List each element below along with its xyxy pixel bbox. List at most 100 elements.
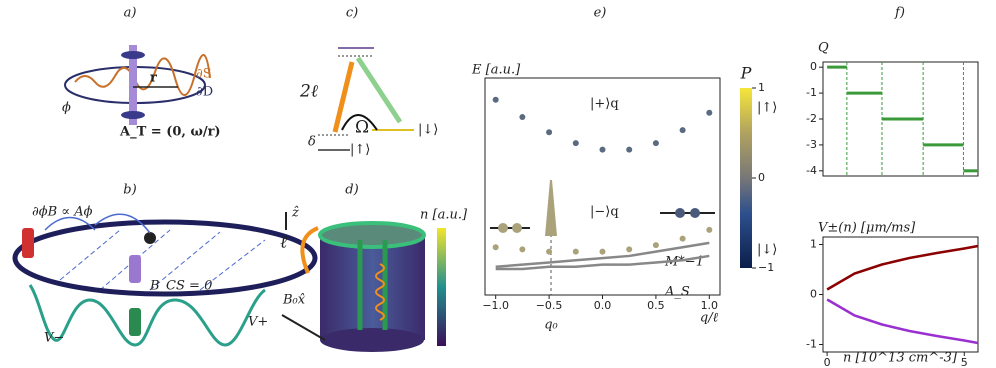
panel-e: e) E [a.u.] q/ℓ |+⟩q |−⟩q M*−1 A_S q₀ P … [471,6,777,333]
arrows [490,212,715,229]
label: V+ [248,315,268,330]
label: V− [44,331,64,346]
x-axis-label: q/ℓ [700,311,719,326]
tube [22,228,34,258]
x-tick-label: 5 [961,356,968,368]
label: B₀x̂ [282,293,306,308]
data-point [626,146,633,153]
tube [129,255,141,283]
arrows [44,213,151,234]
x-axis-label: n [10^13 cm^-3] [843,351,958,366]
data-point [679,127,686,134]
atom [675,208,685,218]
data-point [679,235,686,242]
ring [12,219,318,297]
y-tick-label: 0 [810,288,817,301]
y-tick-label: 1 [810,238,817,251]
colorbar-label: |↓⟩ [757,243,777,258]
x-tick-label: 0 [824,356,831,368]
label: ℓ [280,233,287,253]
data-point [652,140,659,147]
label: |↑⟩ [350,143,370,158]
cylinder-bottom [320,328,424,352]
panel-label: d) [345,183,358,198]
peak [545,180,557,236]
data-point [546,129,553,136]
arrow [281,314,326,341]
y-tick-label: -4 [806,164,817,177]
data-point [572,140,579,147]
label: ∂S [196,67,212,82]
panel-d: d) ẑ ℓ B₀x̂ n [a.u.] [280,183,468,352]
particle [144,232,156,244]
colorbar-tick-label: −1 [758,261,774,274]
panel-label: a) [124,6,137,21]
flux-tube [129,45,137,125]
spring [375,263,385,321]
data-line [826,244,979,291]
annotation: A_S [664,285,690,300]
colorbar-tick-label: 1 [758,81,765,94]
label: A_T = (0, ω/r) [119,125,221,140]
colorbar-tick-label: 0 [758,171,765,184]
annotation: |−⟩q [590,205,619,220]
x-tick-label: −0.5 [536,299,563,312]
label: n [a.u.] [420,208,468,223]
axis-title: V±(n) [μm/ms] [818,221,916,236]
data-line [826,298,979,345]
data-point [519,114,526,121]
panel-label: c) [346,6,358,21]
arrow [341,114,378,131]
cylinder-top [318,221,426,249]
annotation: |+⟩q [590,97,619,112]
panel-label: b) [123,183,136,198]
panel-label: f) [894,6,905,21]
data-point [572,248,579,255]
arrow [300,226,319,274]
panel-c: c) 2ℓ Ω |↓⟩ |↑⟩ δ [299,6,438,158]
panel-b: b) ∂ϕB ∝ Aϕ B_CS = 0 V− V+ [12,183,318,347]
label: ∂ϕB ∝ Aϕ [32,205,93,220]
arrows [357,240,388,330]
label: δ [308,135,316,150]
label: Ω [355,118,369,138]
data-point [706,226,713,233]
axis-title: Q [818,41,829,56]
y-tick-label: -3 [806,138,817,151]
y-tick-label: -2 [806,112,817,125]
label: 2ℓ [299,82,318,102]
data-point [706,109,713,116]
data-point [519,246,526,253]
arrow [355,56,403,124]
data-point [546,248,553,255]
potential [28,284,266,347]
colorbar-label: |↑⟩ [757,101,777,116]
y-tick-label: 0 [810,60,817,73]
x-tick-label: 0.5 [647,299,665,312]
wiggle [74,54,211,96]
disc [121,111,145,119]
plot-frame [822,236,979,353]
atom [512,223,522,233]
panel-f: f) Q V±(n) [μm/ms] n [10^13 cm^-3] [818,6,958,366]
atom [690,208,700,218]
atom [498,223,508,233]
y-tick-label: -1 [806,338,817,351]
y-tick-label: -1 [806,86,817,99]
label: B_CS = 0 [149,279,212,294]
data-line [495,254,710,271]
disc [121,51,145,59]
x-tick-label: −1.0 [482,299,509,312]
axis-title: E [a.u.] [471,63,521,78]
label: |↓⟩ [418,123,438,138]
label: ẑ [291,206,299,221]
panel-a: a) r ∂S ∂D ϕ A_T = (0, ω/r) [62,6,221,140]
x-tick-label: 1.0 [701,299,719,312]
data-point [599,248,606,255]
colorbar [437,228,446,346]
data-point [492,244,499,251]
data-point [599,146,606,153]
tube [129,308,141,336]
